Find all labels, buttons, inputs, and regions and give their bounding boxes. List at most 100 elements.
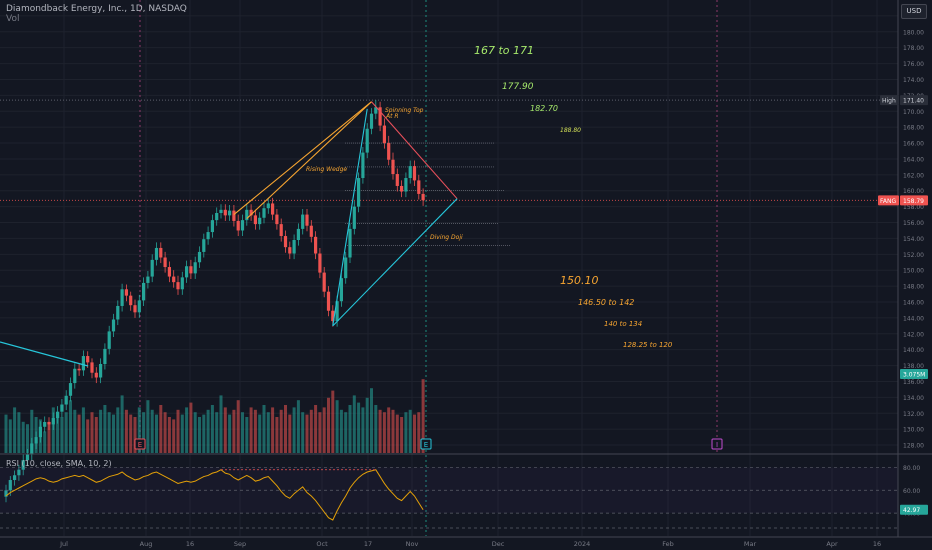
volume-bar (301, 412, 305, 453)
volume-bar (142, 412, 146, 453)
volume-bar (116, 407, 120, 453)
candle-body (400, 185, 404, 192)
candle-body (38, 426, 42, 438)
candle-body (197, 251, 202, 263)
volume-bar (296, 400, 300, 453)
volume-bar (21, 421, 25, 453)
symbol-tag-bg (878, 195, 899, 206)
candle-body (64, 395, 68, 405)
candle-body (17, 469, 21, 476)
volume-bar (51, 407, 55, 453)
pattern-label: Rising Wedge (306, 166, 347, 173)
high-value-tag (900, 95, 928, 106)
candle-body (90, 362, 94, 373)
candle-body (223, 209, 227, 216)
volume-bar (81, 407, 85, 453)
volume-bar (421, 379, 425, 453)
candle-body (4, 490, 8, 497)
candle-body (137, 300, 141, 313)
time-tick: Aug (140, 540, 153, 548)
volume-bar (189, 402, 193, 453)
volume-bar (210, 405, 214, 453)
time-tick: Sep (234, 540, 246, 548)
candle-body (378, 107, 382, 126)
candle-body (262, 208, 266, 218)
candle-body (103, 348, 107, 364)
candle-body (309, 225, 313, 237)
time-tick: Oct (316, 540, 328, 548)
candle-body (167, 267, 171, 277)
trendline (233, 101, 372, 216)
volume-bar (335, 400, 339, 453)
rsi-line (5, 469, 424, 521)
time-tick: 2024 (574, 540, 591, 548)
volume-bar (331, 390, 335, 453)
candle-body (150, 259, 154, 277)
price-tick: 128.00 (903, 443, 924, 450)
price-tick: 144.00 (903, 315, 924, 322)
symbol-title: Diamondback Energy, Inc., 1D, NASDAQ (6, 4, 187, 14)
candle-body (326, 291, 331, 311)
marker-lines (0, 0, 898, 536)
time-tick: Apr (826, 540, 838, 548)
earnings-marker: E (138, 441, 142, 449)
volume-bar (17, 412, 21, 453)
candle-body (318, 253, 322, 273)
volume-bar (167, 417, 171, 453)
volume-bar (47, 421, 51, 453)
volume-bar (215, 412, 219, 453)
candle-body (331, 310, 335, 322)
volume-bar (180, 414, 184, 453)
symbol-tag: FANG (880, 198, 896, 205)
currency-button[interactable]: USD (901, 4, 927, 19)
candle-body (339, 278, 343, 302)
time-tick: 17 (364, 540, 372, 548)
candle-body (365, 128, 369, 153)
volume-bar (309, 409, 313, 453)
volume-bar (219, 395, 223, 453)
volume-bar (253, 409, 257, 453)
target-down-label: 146.50 to 142 (578, 298, 634, 307)
volume-bar (327, 397, 330, 453)
candle-body (172, 276, 176, 283)
candle-body (43, 422, 47, 427)
target-down-label: 128.25 to 120 (623, 341, 673, 349)
price-tick: 140.00 (903, 347, 924, 354)
volume-bar (103, 405, 107, 453)
candle-body (176, 282, 180, 290)
price-tick: 166.00 (903, 141, 924, 148)
price-tick: 158.00 (903, 204, 924, 211)
volume-bar (245, 417, 249, 453)
candle-body (279, 224, 283, 237)
volume-bar (4, 414, 8, 453)
trendline (332, 198, 458, 327)
candle-body (154, 247, 159, 260)
candle-body (322, 272, 326, 292)
target-down-label: 140 to 134 (604, 320, 642, 328)
time-tick: Dec (492, 540, 505, 548)
volume-bar (172, 419, 176, 453)
volume-bar (202, 414, 206, 453)
candle-body (202, 239, 206, 252)
trendline (0, 341, 89, 367)
time-tick: Jul (59, 540, 68, 548)
volume-bar (374, 405, 378, 453)
volume-bar (133, 417, 137, 453)
volume-bar (292, 407, 296, 453)
candle-body (215, 212, 219, 221)
candle-body (124, 289, 128, 296)
volume-bar (258, 414, 262, 453)
dividend-marker-box (711, 438, 723, 450)
price-tick: 130.00 (903, 427, 924, 434)
price-tick: 160.00 (903, 188, 924, 195)
earnings-marker-box (420, 438, 432, 450)
rsi-level-tick: 80.00 (903, 465, 920, 472)
volume-bar (249, 407, 253, 453)
price-tick: 162.00 (903, 172, 924, 179)
candle-body (296, 228, 300, 241)
volume-bar (288, 414, 292, 453)
candle-body (86, 356, 90, 363)
